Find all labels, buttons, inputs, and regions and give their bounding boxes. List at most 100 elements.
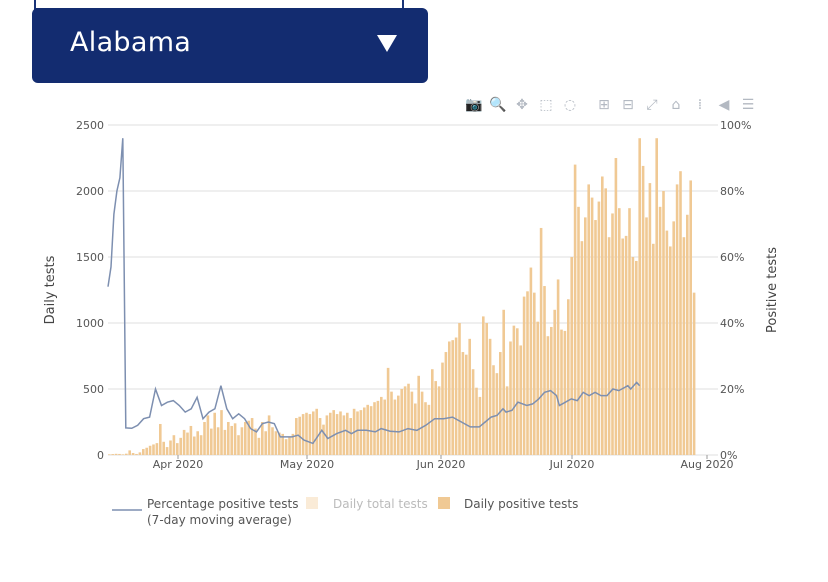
bar-daily-positive bbox=[352, 408, 356, 455]
bar-daily-positive bbox=[284, 439, 288, 455]
bar-daily-positive bbox=[444, 352, 448, 455]
pan-icon[interactable]: ✥ bbox=[516, 97, 528, 113]
legend-label-line-sub: (7-day moving average) bbox=[147, 513, 292, 527]
bar-daily-positive bbox=[485, 323, 488, 455]
y2-tick-label: 40% bbox=[720, 317, 744, 330]
bar-daily-positive bbox=[148, 445, 152, 455]
autoscale-icon[interactable]: ⤢ bbox=[646, 97, 658, 113]
bar-daily-positive bbox=[672, 221, 675, 455]
bar-daily-positive bbox=[186, 432, 189, 455]
bar-daily-positive bbox=[689, 180, 692, 455]
bar-daily-positive bbox=[118, 453, 121, 455]
bar-daily-positive bbox=[169, 440, 172, 455]
bar-daily-positive bbox=[475, 387, 478, 455]
bar-daily-positive bbox=[465, 354, 468, 455]
bar-daily-positive bbox=[244, 422, 247, 455]
bar-daily-positive bbox=[165, 447, 169, 455]
bar-daily-positive bbox=[499, 352, 502, 455]
bar-daily-positive bbox=[539, 227, 543, 455]
y-tick-label: 2000 bbox=[76, 185, 104, 198]
bar-daily-positive bbox=[533, 292, 536, 455]
bar-daily-positive bbox=[325, 415, 329, 455]
bar-daily-positive bbox=[288, 436, 291, 455]
bar-daily-positive bbox=[199, 435, 203, 455]
bar-daily-positive bbox=[597, 201, 601, 455]
x-tick-label: May 2020 bbox=[280, 458, 334, 471]
bar-daily-positive bbox=[257, 437, 261, 455]
zoom-out-icon[interactable]: ⊟ bbox=[622, 97, 634, 113]
bar-daily-positive bbox=[648, 183, 652, 455]
legend-swatch-positive bbox=[438, 497, 450, 509]
bar-daily-positive bbox=[261, 422, 264, 455]
bar-daily-positive bbox=[624, 235, 628, 455]
bar-daily-positive bbox=[189, 425, 193, 455]
bar-daily-positive bbox=[206, 415, 210, 455]
camera-icon[interactable]: 📷 bbox=[465, 97, 483, 113]
bar-daily-positive bbox=[482, 316, 485, 455]
bar-daily-positive bbox=[662, 191, 665, 455]
bar-daily-positive bbox=[621, 238, 624, 455]
bar-daily-positive bbox=[216, 427, 220, 455]
state-dropdown-value: Alabama bbox=[70, 27, 192, 58]
bar-daily-positive bbox=[516, 328, 519, 455]
bar-daily-positive bbox=[628, 208, 631, 455]
bar-daily-positive bbox=[267, 415, 271, 455]
zoom-icon[interactable]: 🔍 bbox=[489, 97, 507, 113]
bar-daily-positive bbox=[682, 237, 686, 455]
bar-daily-positive bbox=[193, 436, 196, 455]
bar-daily-positive bbox=[247, 420, 250, 455]
bar-daily-positive bbox=[546, 336, 550, 455]
bar-daily-positive bbox=[675, 184, 679, 455]
hover-closest-icon[interactable]: ◀ bbox=[718, 97, 730, 113]
bar-daily-positive bbox=[179, 437, 182, 455]
bar-daily-positive bbox=[692, 292, 696, 455]
chart-modebar: 📷 🔍 ✥ ⬚ ◌ ⊞ ⊟ ⤢ ⌂ ⁞ ◀ ☰ bbox=[462, 94, 760, 116]
bar-daily-positive bbox=[468, 338, 471, 455]
x-tick-label: Jun 2020 bbox=[416, 458, 466, 471]
bar-daily-positive bbox=[529, 267, 533, 455]
bar-daily-positive bbox=[196, 431, 199, 455]
bar-daily-positive bbox=[182, 429, 186, 455]
bar-daily-positive bbox=[563, 330, 567, 455]
bar-daily-positive bbox=[607, 237, 611, 455]
bar-daily-positive bbox=[346, 412, 349, 455]
bar-daily-positive bbox=[271, 427, 274, 455]
y-tick-label: 1500 bbox=[76, 251, 104, 264]
bar-daily-positive bbox=[522, 296, 526, 455]
legend-swatch-total bbox=[306, 497, 318, 509]
bar-daily-positive bbox=[645, 217, 648, 455]
bar-daily-positive bbox=[393, 399, 397, 455]
bar-daily-positive bbox=[505, 386, 509, 455]
bar-daily-positive bbox=[679, 171, 682, 455]
bar-daily-positive bbox=[601, 176, 604, 456]
bar-daily-positive bbox=[536, 321, 539, 455]
bar-daily-positive bbox=[298, 416, 301, 455]
bar-daily-positive bbox=[580, 241, 584, 455]
bar-daily-positive bbox=[390, 391, 393, 455]
bar-daily-positive bbox=[237, 435, 240, 455]
box-select-icon[interactable]: ⬚ bbox=[539, 97, 553, 113]
y2-tick-label: 100% bbox=[720, 119, 751, 132]
bar-daily-positive bbox=[305, 412, 308, 455]
bar-daily-positive bbox=[638, 138, 641, 455]
bar-daily-positive bbox=[403, 386, 407, 455]
bar-daily-positive bbox=[550, 326, 553, 455]
home-icon[interactable]: ⌂ bbox=[671, 97, 681, 113]
lasso-select-icon[interactable]: ◌ bbox=[563, 97, 577, 113]
spike-lines-icon[interactable]: ⁞ bbox=[697, 97, 703, 113]
bar-daily-positive bbox=[454, 337, 458, 455]
bar-daily-positive bbox=[301, 414, 305, 455]
bar-daily-positive bbox=[135, 453, 138, 455]
bar-daily-positive bbox=[210, 428, 213, 455]
bar-daily-positive bbox=[424, 402, 427, 455]
hover-compare-icon[interactable]: ☰ bbox=[741, 97, 755, 113]
state-dropdown[interactable]: Alabama bbox=[32, 8, 428, 83]
zoom-in-icon[interactable]: ⊞ bbox=[598, 97, 610, 113]
bar-daily-positive bbox=[478, 396, 482, 455]
bar-daily-positive bbox=[230, 425, 233, 455]
bar-daily-positive bbox=[567, 299, 570, 455]
bar-daily-positive bbox=[587, 184, 590, 455]
bar-daily-positive bbox=[376, 400, 380, 455]
bar-daily-positive bbox=[108, 454, 111, 455]
